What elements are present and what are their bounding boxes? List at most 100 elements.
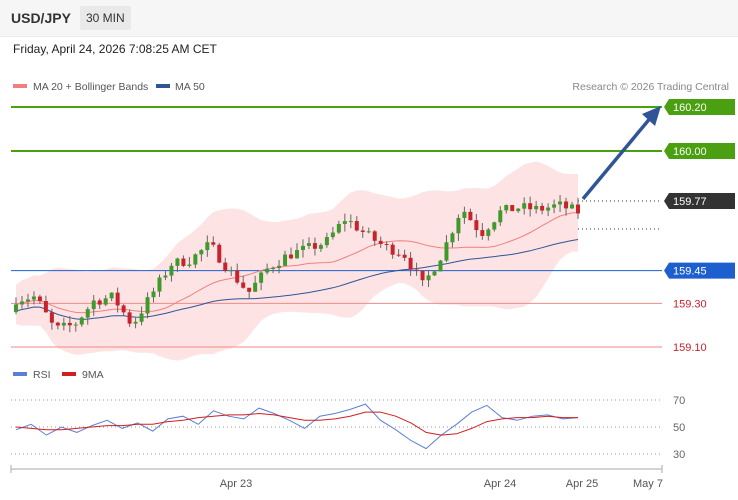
- rsi-tick-label: 30: [673, 449, 685, 461]
- candle-body: [283, 254, 288, 266]
- candle-body: [187, 264, 192, 266]
- candle-body: [330, 232, 335, 238]
- candle-body: [241, 282, 246, 288]
- tag-current-price-bg: [664, 193, 735, 209]
- candle: [49, 308, 54, 330]
- candle: [187, 256, 192, 268]
- candle: [175, 257, 180, 273]
- copyright-label: Research © 2026 Trading Central: [572, 81, 729, 93]
- candle-body: [31, 296, 36, 300]
- candle: [43, 295, 48, 313]
- ma20-line: [15, 212, 579, 314]
- rsi-ma-legend-swatch: [62, 372, 76, 376]
- candle: [133, 317, 138, 329]
- candle: [157, 274, 162, 297]
- candle: [318, 243, 323, 252]
- candle: [570, 201, 575, 209]
- projection-arrow-head: [642, 106, 661, 126]
- candle-body: [540, 205, 545, 211]
- ma20-legend-swatch: [13, 84, 27, 88]
- bollinger-band-area: [16, 161, 578, 361]
- candle: [169, 262, 174, 282]
- candle: [384, 241, 389, 251]
- candle: [342, 213, 347, 232]
- candle: [390, 242, 395, 259]
- candle-body: [43, 301, 48, 313]
- candle-body: [342, 221, 347, 224]
- candle: [211, 236, 216, 247]
- candle-body: [67, 322, 72, 326]
- candle: [456, 214, 461, 241]
- candle: [300, 239, 305, 258]
- candle: [55, 321, 60, 330]
- time-tick-label: Apr 25: [566, 478, 598, 490]
- tag-160-00-text: 160.00: [673, 146, 707, 158]
- tag-160-00-bg: [664, 143, 735, 159]
- tag-current-price: 159.77: [664, 193, 735, 209]
- candle-body: [73, 324, 78, 326]
- candle: [372, 230, 377, 246]
- candle: [480, 223, 485, 240]
- candle: [402, 249, 407, 262]
- candle: [259, 271, 264, 291]
- candle-body: [193, 254, 198, 265]
- candle: [235, 263, 240, 285]
- candle: [127, 309, 132, 327]
- candle: [348, 214, 353, 229]
- candle: [528, 196, 533, 217]
- candle: [492, 221, 497, 232]
- candle: [468, 208, 473, 221]
- candle: [576, 197, 580, 219]
- candle-body: [444, 242, 449, 261]
- candle: [67, 315, 72, 333]
- candle-body: [402, 254, 407, 258]
- candle: [229, 266, 234, 277]
- candle-body: [169, 265, 174, 276]
- candle-body: [468, 211, 473, 221]
- time-axis: Apr 23 Apr 24 Apr 25 May 7: [10, 465, 663, 490]
- tag-160-20-bg: [664, 99, 735, 115]
- candle-body: [223, 262, 228, 271]
- candle-body: [175, 258, 180, 266]
- candle-body: [133, 321, 138, 324]
- candle: [378, 236, 383, 248]
- candle-body: [408, 257, 413, 270]
- candle: [109, 292, 114, 302]
- timeframe-button[interactable]: 30 MIN: [80, 6, 131, 30]
- tag-160-20: 160.20: [664, 99, 735, 115]
- candle-body: [510, 205, 515, 212]
- candle-body: [420, 270, 425, 281]
- candle-body: [25, 299, 30, 302]
- candle: [354, 216, 359, 232]
- candle: [510, 205, 515, 212]
- candle: [85, 306, 90, 325]
- candle: [121, 304, 126, 316]
- time-tick-label: May 7: [633, 478, 663, 490]
- price-levels: [11, 106, 662, 348]
- candle-body: [295, 250, 299, 259]
- candle-body: [157, 277, 162, 292]
- candle: [139, 306, 144, 326]
- candle-body: [558, 201, 563, 205]
- candle: [31, 291, 36, 305]
- symbol-label: USD/JPY: [11, 10, 71, 26]
- candle: [396, 249, 401, 257]
- candle: [253, 275, 258, 292]
- candle-body: [300, 245, 305, 251]
- candle-body: [426, 275, 431, 281]
- candle: [498, 206, 503, 226]
- candle-body: [127, 312, 132, 324]
- candle-body: [348, 221, 353, 223]
- candle: [438, 259, 443, 272]
- candle-body: [55, 322, 60, 326]
- candle: [37, 294, 42, 304]
- candle: [330, 226, 335, 240]
- candle: [408, 251, 413, 276]
- candle: [283, 250, 288, 267]
- candle: [336, 220, 341, 235]
- candle-body: [163, 275, 168, 278]
- candle-body: [115, 292, 120, 306]
- candle: [522, 197, 527, 215]
